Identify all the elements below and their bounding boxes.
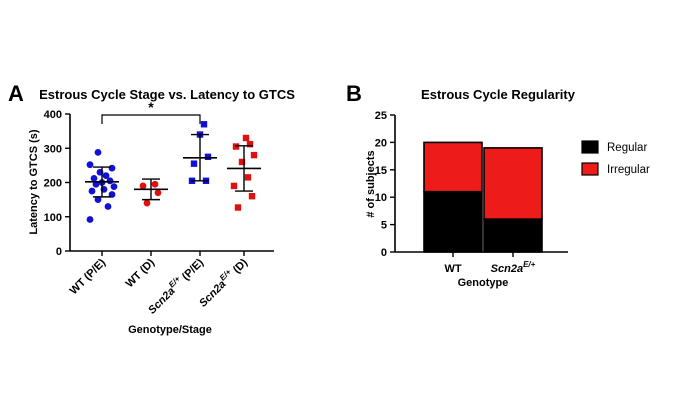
- panel-a-point: [104, 203, 112, 210]
- panel-a-significance-bracket: [101, 114, 201, 124]
- panel-a-y-tick-label: 0: [56, 246, 62, 258]
- panel-b-bar-regular: [423, 190, 483, 253]
- panel-b-title: Estrous Cycle Regularity: [421, 87, 576, 102]
- panel-a-point: [204, 153, 212, 161]
- panel-b-legend-label: Irregular: [607, 164, 650, 176]
- panel-b-letter: B: [346, 81, 362, 106]
- panel-a-point: [238, 158, 246, 166]
- panel-a-y-tick-label: 100: [44, 212, 62, 224]
- panel-a-point: [86, 161, 94, 169]
- panel-a-y-label: Latency to GTCS (s): [28, 129, 40, 234]
- panel-a-y-tick-label: 200: [44, 178, 62, 190]
- panel-b-y-tick-label: 5: [381, 220, 387, 232]
- panel-a-point: [244, 174, 252, 181]
- panel-b-bar-irregular: [423, 141, 483, 193]
- panel-a-x-label: Genotype/Stage: [128, 324, 212, 336]
- panel-a-point: [154, 189, 162, 197]
- panel-b-y-tick-label: 0: [381, 247, 387, 259]
- panel-a-point: [242, 134, 250, 142]
- panel-a-point: [102, 172, 110, 180]
- panel-b-legend-label: Regular: [607, 142, 647, 154]
- panel-a-y-tick-label: 300: [44, 143, 62, 155]
- panel-a-point: [234, 204, 242, 211]
- panel-a-point: [86, 216, 94, 223]
- panel-b-y-label: # of subjects: [365, 150, 377, 217]
- panel-b-x-tick-label: Scn2aE/+: [491, 260, 536, 275]
- panel-a-x-tick-label: WT (D): [124, 256, 158, 290]
- panel-a-x-tick-label: WT (P/E): [68, 256, 109, 297]
- panel-a-point: [94, 148, 102, 156]
- panel-a-title: Estrous Cycle Stage vs. Latency to GTCS: [39, 87, 295, 102]
- panel-a-point: [143, 199, 151, 207]
- panel-b-y-tick-label: 10: [375, 192, 387, 204]
- panel-b-legend: Regular Irregular: [581, 140, 650, 176]
- panel-a-point: [94, 196, 102, 204]
- panel-b-x-tick-label: WT: [444, 263, 461, 275]
- panel-a-point: [250, 151, 258, 159]
- panel-b-y-tick-label: 15: [375, 165, 387, 177]
- panel-a-point: [230, 182, 238, 190]
- panel-b-marks: [423, 141, 543, 253]
- panel-b-bar-irregular: [483, 147, 543, 220]
- panel-a-point: [190, 160, 198, 167]
- panel-a-point: [151, 180, 159, 188]
- panel-a-point: [108, 164, 116, 172]
- panel-a-letter: A: [8, 81, 24, 106]
- panel-b-x-label: Genotype: [458, 277, 509, 289]
- panel-a-y-tick-label: 400: [44, 109, 62, 121]
- panel-a-point: [139, 182, 147, 190]
- panel-a-point: [110, 183, 118, 191]
- panel-b-y-tick-label: 25: [375, 110, 387, 122]
- panel-a-point: [246, 140, 254, 148]
- panel-b-y-tick-label: 20: [375, 137, 387, 149]
- panel-a-point: [90, 174, 98, 182]
- panel-a-point: [88, 187, 96, 195]
- panel-a-marks: *: [85, 99, 261, 223]
- panel-a-significance-star: *: [148, 99, 154, 115]
- panel-b-bar-regular: [483, 218, 543, 253]
- panel-a-point: [248, 193, 256, 200]
- panel-b-legend-swatch: [581, 140, 599, 154]
- panel-b-legend-swatch: [581, 162, 599, 176]
- panel-a-point: [200, 121, 208, 128]
